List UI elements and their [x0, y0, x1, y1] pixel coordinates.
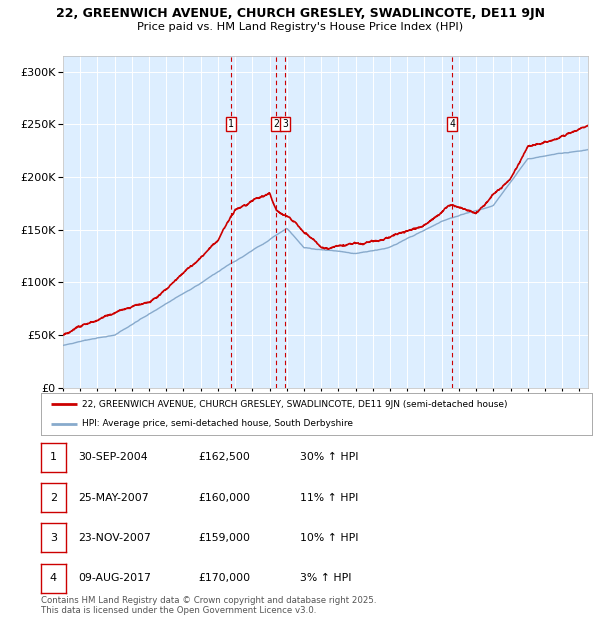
Text: £170,000: £170,000 [198, 573, 250, 583]
Text: 3: 3 [50, 533, 57, 543]
Text: 22, GREENWICH AVENUE, CHURCH GRESLEY, SWADLINCOTE, DE11 9JN: 22, GREENWICH AVENUE, CHURCH GRESLEY, SW… [56, 7, 545, 20]
Text: 4: 4 [50, 573, 57, 583]
Text: 4: 4 [449, 119, 455, 129]
Text: Contains HM Land Registry data © Crown copyright and database right 2025.
This d: Contains HM Land Registry data © Crown c… [41, 596, 376, 615]
Text: 3: 3 [282, 119, 288, 129]
Text: 10% ↑ HPI: 10% ↑ HPI [300, 533, 359, 543]
Text: 30-SEP-2004: 30-SEP-2004 [78, 452, 148, 463]
Text: 1: 1 [228, 119, 234, 129]
Text: 1: 1 [50, 452, 57, 463]
Text: HPI: Average price, semi-detached house, South Derbyshire: HPI: Average price, semi-detached house,… [82, 419, 353, 428]
Text: £159,000: £159,000 [198, 533, 250, 543]
Text: 23-NOV-2007: 23-NOV-2007 [78, 533, 151, 543]
Text: 25-MAY-2007: 25-MAY-2007 [78, 492, 149, 503]
Text: 2: 2 [274, 119, 279, 129]
Text: £162,500: £162,500 [198, 452, 250, 463]
Text: Price paid vs. HM Land Registry's House Price Index (HPI): Price paid vs. HM Land Registry's House … [137, 22, 463, 32]
Text: 22, GREENWICH AVENUE, CHURCH GRESLEY, SWADLINCOTE, DE11 9JN (semi-detached house: 22, GREENWICH AVENUE, CHURCH GRESLEY, SW… [82, 400, 508, 409]
Text: 3% ↑ HPI: 3% ↑ HPI [300, 573, 352, 583]
Text: £160,000: £160,000 [198, 492, 250, 503]
Text: 09-AUG-2017: 09-AUG-2017 [78, 573, 151, 583]
Text: 30% ↑ HPI: 30% ↑ HPI [300, 452, 359, 463]
Text: 2: 2 [50, 492, 57, 503]
Text: 11% ↑ HPI: 11% ↑ HPI [300, 492, 358, 503]
